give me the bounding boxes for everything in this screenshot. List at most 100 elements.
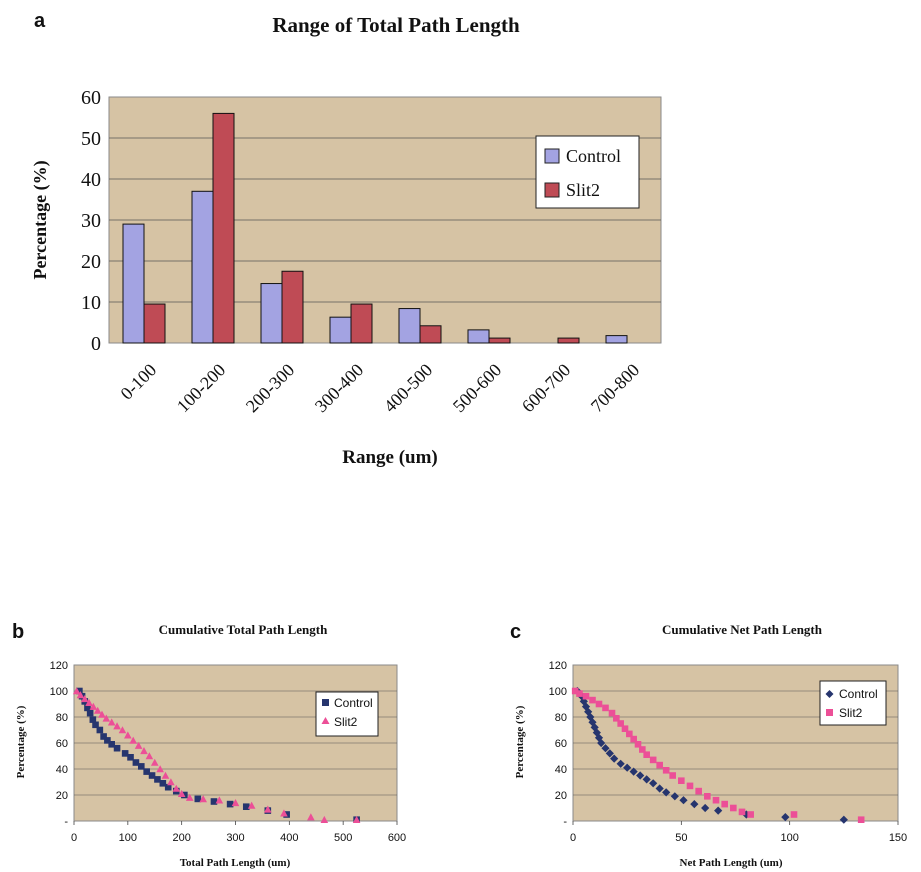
legend-slit2-swatch — [544, 182, 560, 198]
chart-c-x-axis-label: Net Path Length (um) — [680, 857, 783, 869]
point-slit2 — [639, 746, 646, 753]
point-slit2 — [107, 718, 116, 726]
point-slit2 — [626, 730, 633, 738]
point-slit2 — [704, 793, 711, 800]
point-control — [690, 800, 699, 809]
point-control — [100, 733, 107, 740]
point-slit2 — [134, 741, 143, 749]
point-slit2 — [656, 761, 663, 769]
point-control — [86, 709, 94, 717]
point-slit2 — [649, 756, 657, 764]
y-tick-label: 20 — [555, 790, 567, 802]
point-slit2 — [167, 778, 175, 786]
bar-control-200-300 — [260, 283, 283, 344]
point-control — [113, 744, 121, 752]
point-slit2 — [185, 793, 194, 801]
y-tick-label: 120 — [549, 660, 567, 672]
point-slit2 — [320, 815, 329, 823]
point-control — [194, 795, 202, 803]
legend-control-swatch — [544, 148, 560, 164]
point-control — [714, 806, 723, 815]
point-control — [629, 767, 638, 776]
point-control — [159, 780, 167, 787]
x-tick-label: 500 — [334, 832, 352, 844]
chart-b-title: Cumulative Total Path Length — [159, 622, 328, 637]
point-control — [154, 776, 161, 783]
point-slit2 — [145, 752, 154, 760]
bar-slit2-600-700 — [557, 337, 580, 344]
point-slit2 — [264, 805, 272, 813]
y-tick-label: 40 — [81, 169, 101, 191]
point-control — [210, 798, 218, 805]
chart-c-points — [571, 686, 865, 824]
point-control — [670, 792, 679, 801]
point-slit2 — [589, 696, 596, 704]
x-tick-label: 400-500 — [380, 360, 437, 417]
chart-a-legend: Control Slit2 — [535, 135, 640, 209]
point-control — [132, 759, 140, 766]
point-slit2 — [582, 692, 590, 700]
point-slit2 — [662, 767, 670, 774]
x-tick-label: 0-100 — [116, 360, 160, 404]
bar-slit2-300-400 — [350, 303, 373, 344]
point-slit2 — [669, 772, 676, 779]
legend-c-control-label: Control — [839, 687, 878, 701]
point-control — [649, 779, 658, 788]
y-tick-label: 0 — [91, 333, 101, 355]
point-control — [89, 716, 97, 723]
legend-b-slit2-label: Slit2 — [334, 715, 358, 729]
point-control — [226, 800, 234, 808]
x-tick-label: 0 — [570, 832, 576, 844]
point-slit2 — [156, 765, 164, 773]
y-tick-label: 80 — [555, 712, 567, 724]
point-slit2 — [738, 808, 746, 816]
y-tick-label: 100 — [50, 686, 68, 698]
bar-control-100-200 — [191, 190, 214, 344]
point-slit2 — [231, 799, 240, 807]
point-control — [121, 750, 129, 757]
chart-c-legend-box — [819, 680, 887, 726]
point-slit2 — [721, 800, 728, 808]
point-control — [137, 763, 145, 770]
point-control — [127, 754, 134, 761]
point-slit2 — [730, 804, 737, 812]
point-slit2 — [576, 690, 583, 697]
point-slit2 — [89, 702, 98, 710]
x-tick-label: 150 — [889, 832, 907, 844]
x-tick-label: 500-600 — [449, 360, 506, 417]
point-slit2 — [85, 698, 93, 706]
point-slit2 — [571, 687, 579, 695]
panel-a: a Range of Total Path Length 0 10 20 30 40 50… — [30, 10, 662, 468]
point-control — [242, 803, 250, 810]
y-tick-label: 40 — [56, 764, 68, 776]
point-control — [642, 775, 651, 784]
point-slit2 — [102, 714, 111, 722]
y-tick-label: 100 — [549, 686, 567, 698]
bar-slit2-500-600 — [488, 337, 511, 344]
bar-slit2-0-100 — [143, 303, 166, 344]
y-tick-label: 10 — [81, 292, 101, 314]
chart-b-y-tick-labels: - 20 40 60 80 100 120 — [50, 660, 69, 828]
point-slit2 — [76, 691, 85, 699]
point-slit2 — [613, 715, 620, 722]
chart-b-legend: Control Slit2 — [315, 691, 379, 737]
x-tick-label: 700-800 — [587, 360, 644, 417]
chart-a-y-tick-labels: 0 10 20 30 40 50 60 — [81, 87, 101, 355]
chart-a-y-axis-label: Percentage (%) — [30, 160, 51, 279]
point-slit2 — [307, 813, 315, 821]
bar-control-0-100 — [122, 223, 145, 344]
y-tick-label: - — [563, 816, 567, 828]
point-control — [581, 702, 591, 711]
y-tick-label: 40 — [555, 764, 567, 776]
point-control — [601, 744, 610, 753]
y-tick-label: 60 — [81, 87, 101, 109]
point-control — [662, 788, 671, 797]
point-control — [636, 771, 645, 780]
legend-c-slit2-label: Slit2 — [839, 706, 863, 720]
y-tick-label: - — [64, 816, 68, 828]
point-slit2 — [621, 725, 629, 732]
point-slit2 — [172, 784, 181, 792]
point-slit2 — [695, 787, 702, 795]
chart-a-title: Range of Total Path Length — [272, 13, 520, 37]
